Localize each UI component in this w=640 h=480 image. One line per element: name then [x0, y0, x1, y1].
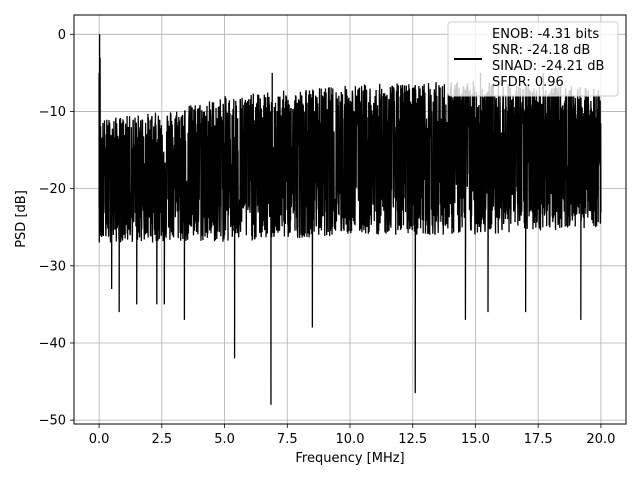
x-tick-label: 5.0 — [214, 432, 235, 447]
x-axis-label: Frequency [MHz] — [295, 451, 404, 466]
y-tick-label: −40 — [39, 336, 66, 351]
x-axis: 0.0 2.5 5.0 7.5 10.0 12.5 15.0 17.5 20.0 — [89, 424, 615, 447]
x-tick-label: 10.0 — [336, 432, 365, 447]
y-axis-label: PSD [dB] — [14, 190, 29, 248]
x-tick-label: 2.5 — [151, 432, 172, 447]
legend-line-snr: SNR: -24.18 dB — [492, 43, 590, 58]
y-tick-label: −30 — [39, 259, 66, 274]
x-tick-label: 20.0 — [586, 432, 615, 447]
x-tick-label: 15.0 — [461, 432, 490, 447]
x-tick-label: 12.5 — [398, 432, 427, 447]
x-tick-label: 17.5 — [524, 432, 553, 447]
legend: ENOB: -4.31 bits SNR: -24.18 dB SINAD: -… — [447, 21, 619, 97]
legend-line-enob: ENOB: -4.31 bits — [492, 27, 599, 42]
y-tick-label: −20 — [39, 182, 66, 197]
y-tick-label: −50 — [39, 414, 66, 429]
legend-line-sinad: SINAD: -24.21 dB — [492, 59, 604, 74]
plot-area — [98, 34, 602, 405]
x-tick-label: 0.0 — [89, 432, 110, 447]
legend-line-sfdr: SFDR: 0.96 — [492, 75, 564, 90]
psd-series-line — [98, 34, 602, 405]
legend-box — [447, 21, 619, 97]
x-tick-label: 7.5 — [277, 432, 298, 447]
y-tick-label: −10 — [39, 105, 66, 120]
y-tick-label: 0 — [58, 28, 66, 43]
y-axis: 0 −10 −20 −30 −40 −50 — [39, 28, 74, 429]
